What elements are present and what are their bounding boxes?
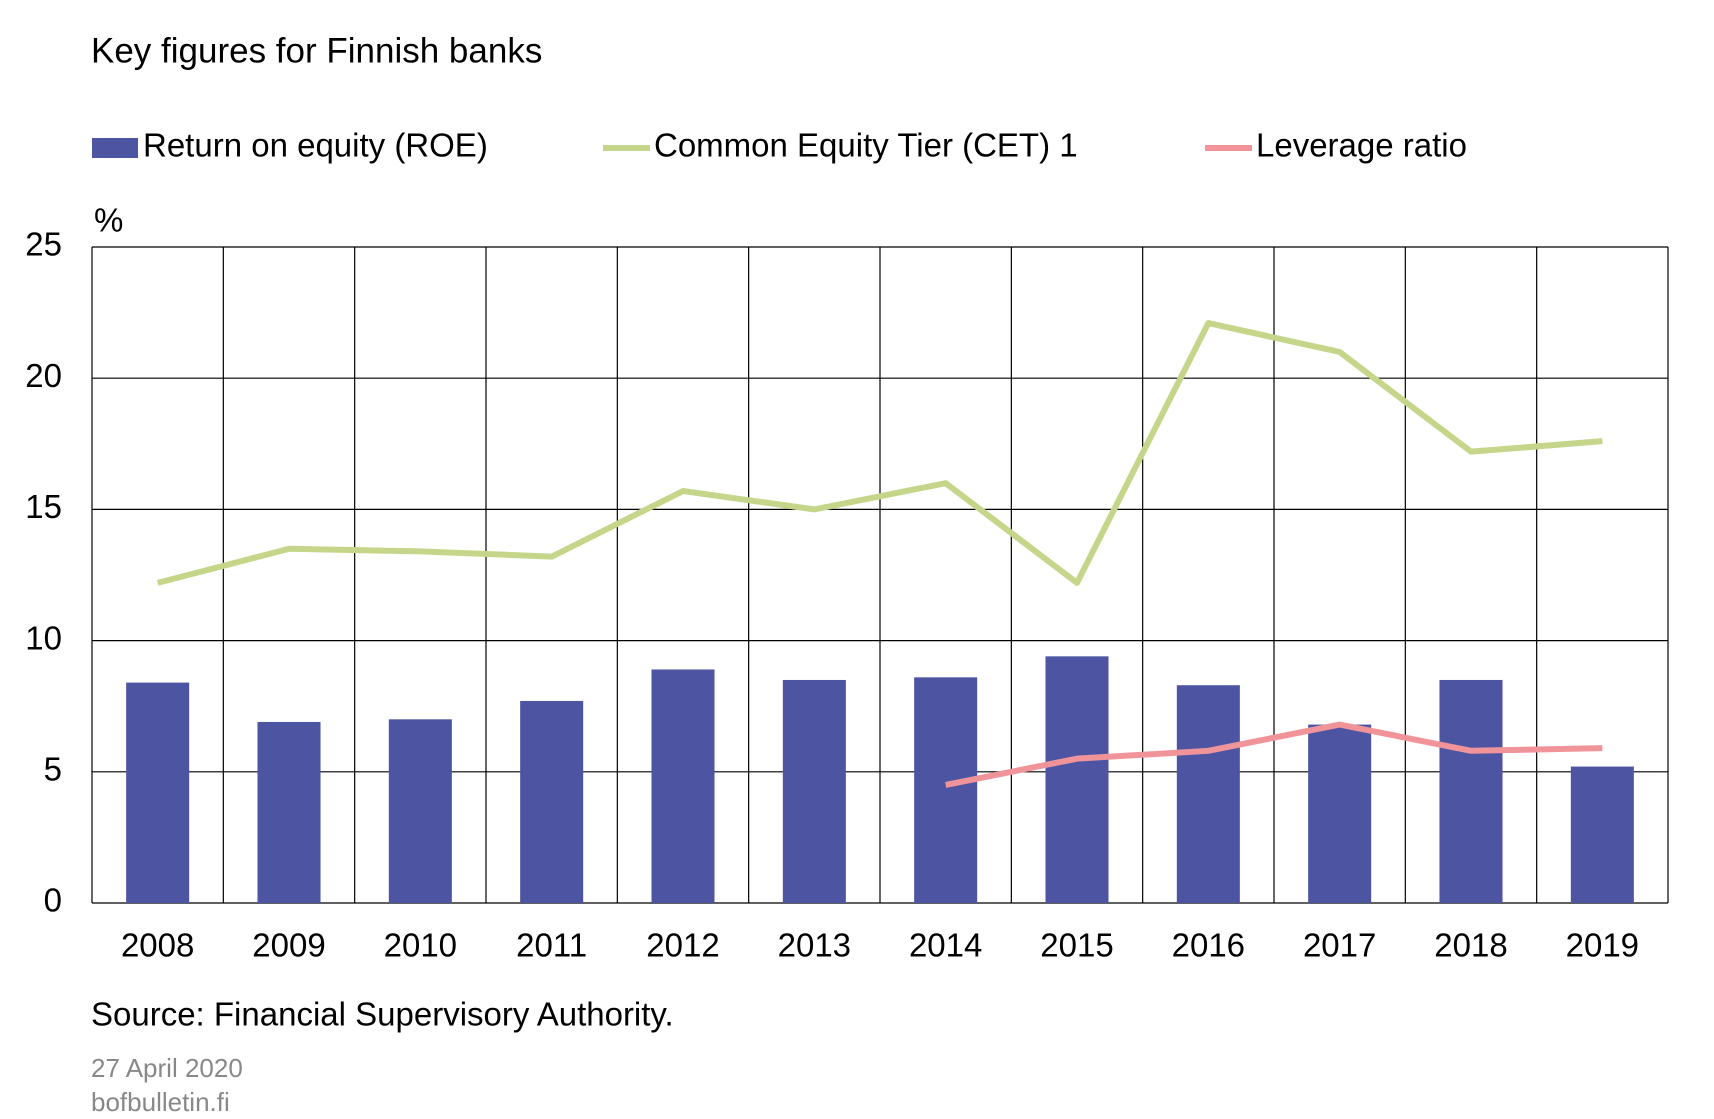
y-tick-label: 20 <box>25 357 62 394</box>
x-tick-label: 2008 <box>121 927 194 964</box>
x-tick-label: 2017 <box>1303 927 1376 964</box>
x-tick-label: 2011 <box>516 927 587 964</box>
legend-swatch <box>92 138 138 158</box>
bar <box>388 719 452 903</box>
site-note: bofbulletin.fi <box>91 1087 230 1117</box>
x-tick-label: 2019 <box>1566 927 1639 964</box>
x-tick-label: 2014 <box>909 927 982 964</box>
x-tick-label: 2010 <box>384 927 457 964</box>
y-tick-label: 15 <box>25 488 62 525</box>
y-tick-label: 5 <box>44 751 62 788</box>
legend-label: Return on equity (ROE) <box>143 127 488 164</box>
y-tick-label: 0 <box>44 882 62 919</box>
bar <box>914 677 978 903</box>
line <box>945 721 1603 788</box>
x-tick-label: 2012 <box>646 927 719 964</box>
bar <box>1570 766 1634 903</box>
bar <box>126 682 190 903</box>
legend-label: Leverage ratio <box>1256 127 1467 164</box>
bar <box>782 679 846 903</box>
source-note: Source: Financial Supervisory Authority. <box>91 996 674 1033</box>
y-tick-label: 10 <box>25 619 62 656</box>
x-tick-label: 2015 <box>1040 927 1113 964</box>
y-tick-label: 25 <box>25 226 62 263</box>
bar <box>1176 685 1240 903</box>
x-tick-label: 2018 <box>1434 927 1507 964</box>
date-note: 27 April 2020 <box>91 1053 243 1083</box>
chart-title: Key figures for Finnish banks <box>91 31 542 70</box>
legend-label: Common Equity Tier (CET) 1 <box>654 127 1078 164</box>
bar <box>651 669 715 903</box>
bar <box>1045 656 1109 903</box>
line <box>156 320 1603 586</box>
y-axis-unit: % <box>94 202 123 239</box>
x-tick-label: 2016 <box>1172 927 1245 964</box>
x-tick-label: 2013 <box>778 927 851 964</box>
bar <box>520 700 584 903</box>
bar <box>257 721 321 903</box>
bar <box>1439 679 1503 903</box>
bar <box>1308 724 1372 903</box>
x-tick-label: 2009 <box>252 927 325 964</box>
